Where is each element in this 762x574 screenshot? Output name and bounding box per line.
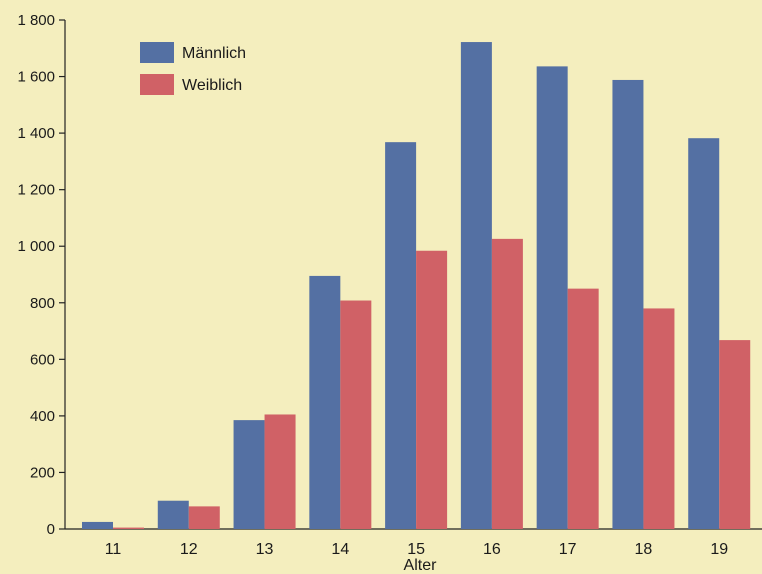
bar-maennlich-14 xyxy=(309,275,341,529)
y-tick-label: 1 400 xyxy=(17,125,55,142)
x-tick-label: 19 xyxy=(710,541,728,558)
y-tick-label: 1 200 xyxy=(17,182,55,199)
y-tick-label: 1 800 xyxy=(17,12,55,29)
x-axis-label: Alter xyxy=(404,557,438,574)
bar-weiblich-19 xyxy=(719,340,751,529)
bar-weiblich-11 xyxy=(113,527,144,529)
x-tick-label: 11 xyxy=(105,541,122,558)
bar-maennlich-18 xyxy=(612,79,644,530)
bar-weiblich-13 xyxy=(264,414,296,529)
bar-weiblich-16 xyxy=(491,238,523,529)
legend: Männlich Weiblich xyxy=(140,42,246,95)
legend-swatch xyxy=(140,74,174,95)
bar-maennlich-17 xyxy=(536,66,568,530)
bar-weiblich-18 xyxy=(643,308,675,529)
y-tick-label: 800 xyxy=(30,295,55,312)
bar-maennlich-12 xyxy=(157,500,189,529)
y-axis: 0 200 400 600 800 1 000 1 200 1 400 1 600 1 800 xyxy=(17,12,66,538)
x-tick-label: 12 xyxy=(180,541,198,558)
legend-label: Weiblich xyxy=(182,77,242,94)
y-tick-label: 1 000 xyxy=(17,238,55,255)
bar-maennlich-11 xyxy=(82,521,113,529)
x-tick-label: 16 xyxy=(483,541,501,558)
legend-label: Männlich xyxy=(182,45,246,62)
legend-swatch xyxy=(140,42,174,63)
x-tick-label: 13 xyxy=(256,541,274,558)
x-tick-label: 15 xyxy=(407,541,425,558)
y-tick-label: 0 xyxy=(47,521,55,538)
y-tick-label: 200 xyxy=(30,464,55,481)
bar-maennlich-13 xyxy=(233,420,265,529)
y-tick-label: 400 xyxy=(30,408,55,425)
x-tick-label: 17 xyxy=(559,541,577,558)
bars xyxy=(82,42,751,530)
y-tick-label: 1 600 xyxy=(17,69,55,86)
bar-maennlich-16 xyxy=(460,42,492,529)
bar-weiblich-17 xyxy=(567,288,599,529)
bar-weiblich-14 xyxy=(340,300,372,529)
x-tick-label: 18 xyxy=(635,541,653,558)
x-tick-label: 14 xyxy=(331,541,349,558)
bar-weiblich-12 xyxy=(188,506,220,529)
y-tick-label: 600 xyxy=(30,351,55,368)
bar-maennlich-15 xyxy=(385,142,417,529)
bar-maennlich-19 xyxy=(688,138,720,529)
x-axis: 11 12 13 14 15 16 17 18 19 xyxy=(65,528,762,558)
bar-weiblich-15 xyxy=(416,250,448,529)
